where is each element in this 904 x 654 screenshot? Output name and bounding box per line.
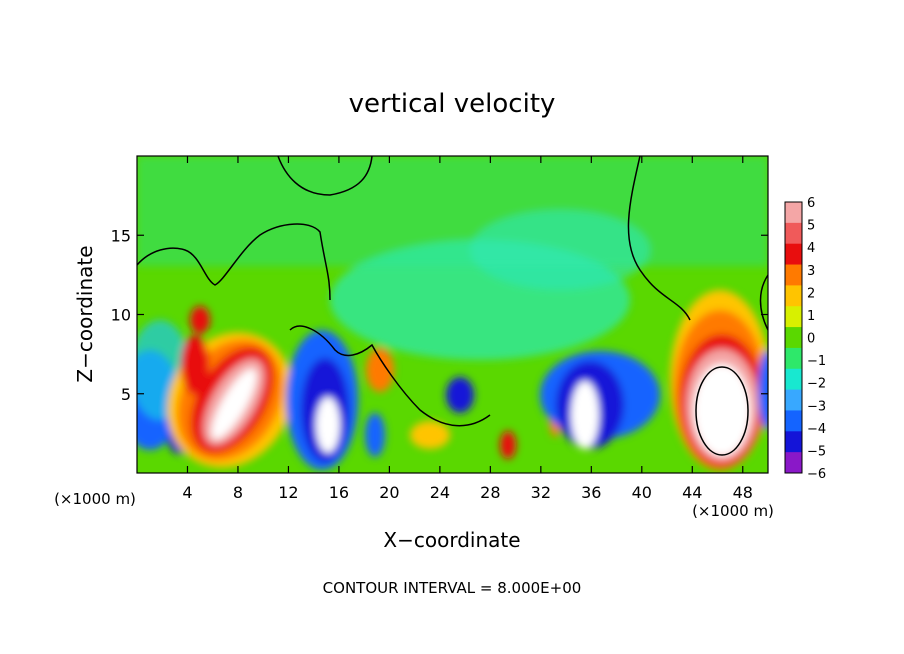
y-tick-label-0: 5: [121, 385, 131, 404]
colorbar-swatch-7: [785, 347, 802, 370]
y-tick-label-2: 15: [111, 226, 131, 245]
colorbar-label-9: −3: [807, 399, 826, 414]
colorbar-swatch-1: [785, 222, 802, 245]
x-tick-label-10: 44: [682, 483, 702, 502]
x-tick-label-9: 40: [632, 483, 652, 502]
field-right-blue: [758, 350, 768, 430]
field-blue-mid-b: [446, 377, 474, 413]
x-ticks: 4 8 12 16 20 24 28 32 36 40 44 48: [182, 156, 753, 502]
colorbar-label-0: 6: [807, 196, 815, 211]
contour-mid: [289, 325, 491, 427]
colorbar-swatch-4: [785, 285, 802, 307]
field-orange-mid-a: [366, 348, 394, 392]
field-red-mid: [500, 431, 516, 459]
chart-title: vertical velocity: [349, 89, 556, 119]
colorbar-swatch-9: [785, 389, 802, 411]
colorbar-swatch-11: [785, 431, 802, 453]
y-ticks: 5 10 15: [111, 226, 768, 404]
x-tick-label-11: 48: [733, 483, 753, 502]
x-tick-label-5: 24: [430, 483, 450, 502]
y-tick-label-1: 10: [111, 306, 131, 325]
x-axis-label: X−coordinate: [383, 528, 520, 552]
x-tick-label-7: 32: [531, 483, 551, 502]
x-tick-label-2: 12: [278, 483, 298, 502]
field-updraft-a-core: [211, 368, 257, 440]
colorbar-swatch-6: [785, 327, 802, 349]
field-blue-mid-a: [365, 413, 385, 457]
colorbar-label-6: 0: [807, 332, 815, 347]
contour-interval-text: CONTOUR INTERVAL = 8.000E+00: [323, 579, 582, 597]
colorbar: 6 5 4 3 2 1 0 −1 −2 −3 −4 −5 −6: [784, 196, 826, 482]
colorbar-label-3: 3: [807, 264, 815, 279]
plot-area: [137, 156, 768, 473]
contour-right: [627, 156, 691, 321]
field-downdraft-b-core: [571, 381, 599, 449]
colorbar-swatch-8: [785, 368, 802, 391]
field-red-blob-small: [181, 335, 209, 395]
contour-upper-left: [277, 156, 373, 196]
colorbar-swatch-12: [785, 452, 802, 474]
x-tick-label-6: 28: [480, 483, 500, 502]
field-red-blob-top: [190, 306, 210, 334]
x-tick-label-4: 20: [379, 483, 399, 502]
colorbar-label-1: 5: [807, 219, 815, 234]
colorbar-swatch-10: [785, 410, 802, 432]
colorbar-frame: [784, 201, 803, 474]
x-tick-label-0: 4: [182, 483, 192, 502]
x-tick-label-3: 16: [329, 483, 349, 502]
colorbar-label-12: −6: [807, 467, 826, 482]
field-cyan-upper: [470, 210, 650, 290]
colorbar-label-10: −4: [807, 422, 826, 437]
contour-far-right: [759, 274, 768, 331]
field-updraft-b-core: [694, 364, 750, 456]
x-tick-label-8: 36: [581, 483, 601, 502]
contour-left: [137, 223, 331, 301]
colorbar-swatch-0: [785, 202, 802, 224]
contour-lines: [137, 156, 768, 456]
colorbar-label-8: −2: [807, 377, 826, 392]
field-downdraft-a-core: [316, 397, 340, 453]
colorbar-label-7: −1: [807, 354, 826, 369]
x-tick-label-1: 8: [233, 483, 243, 502]
colorbar-label-4: 2: [807, 286, 815, 301]
colorbar-label-2: 4: [807, 241, 815, 256]
colorbar-swatch-5: [785, 306, 802, 328]
contour-updraft-core: [695, 366, 749, 456]
y-axis-label: Z−coordinate: [73, 245, 97, 382]
colorbar-swatch-3: [785, 264, 802, 286]
colorbar-swatch-2: [785, 243, 802, 266]
x-axis-unit-left: (×1000 m): [54, 490, 136, 508]
x-axis-unit-right: (×1000 m): [692, 502, 774, 520]
colorbar-label-11: −5: [807, 444, 826, 459]
colorbar-label-5: 1: [807, 309, 815, 324]
field-orange-mid-b: [410, 421, 450, 449]
